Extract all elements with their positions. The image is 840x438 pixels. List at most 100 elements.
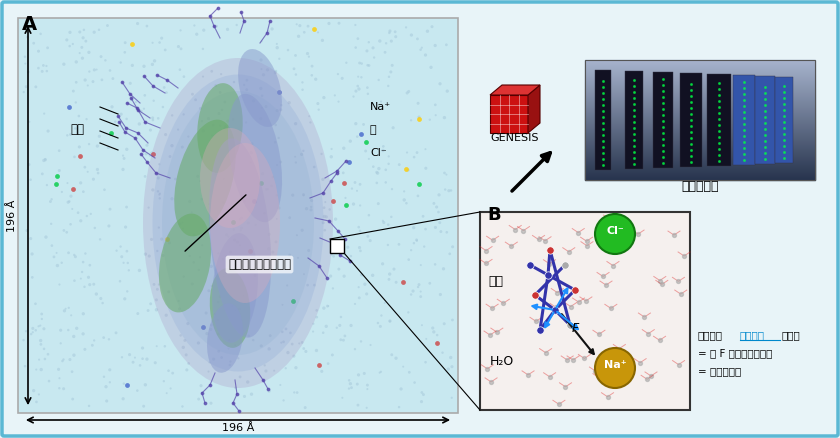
Point: [270, 67, 283, 74]
Point: [123, 80, 137, 87]
Point: [759, 89, 772, 96]
Point: [445, 363, 459, 370]
Point: [419, 226, 433, 233]
Point: [99, 383, 113, 390]
Point: [528, 292, 542, 299]
Point: [39, 156, 52, 163]
Point: [114, 59, 128, 66]
Point: [144, 127, 157, 134]
Point: [541, 272, 554, 279]
Point: [712, 92, 726, 99]
Point: [261, 66, 275, 73]
Polygon shape: [528, 85, 540, 133]
Point: [287, 389, 301, 396]
Point: [656, 135, 669, 142]
Point: [255, 104, 269, 111]
Point: [275, 339, 288, 346]
Point: [200, 330, 213, 337]
Point: [397, 196, 411, 203]
Point: [105, 103, 118, 110]
Point: [221, 26, 234, 33]
Point: [145, 61, 159, 68]
Point: [143, 253, 156, 260]
Point: [289, 52, 302, 59]
Point: [319, 323, 333, 330]
Point: [354, 247, 367, 254]
Point: [415, 321, 428, 328]
Point: [137, 63, 150, 70]
Point: [571, 229, 585, 236]
Point: [260, 186, 273, 193]
Point: [34, 341, 48, 348]
Point: [267, 367, 281, 374]
Point: [212, 250, 225, 257]
Point: [92, 133, 106, 140]
Point: [97, 334, 110, 341]
Point: [232, 141, 245, 148]
Point: [378, 300, 391, 307]
Point: [23, 118, 36, 125]
Point: [777, 113, 790, 120]
Point: [34, 366, 48, 373]
Point: [326, 351, 339, 358]
Point: [59, 305, 72, 312]
Point: [82, 141, 96, 148]
Point: [351, 402, 365, 409]
Point: [415, 44, 428, 51]
Point: [386, 124, 400, 131]
Point: [381, 82, 395, 89]
Point: [738, 114, 751, 121]
Point: [265, 182, 278, 189]
Point: [685, 117, 698, 124]
Point: [638, 314, 651, 321]
Point: [124, 95, 138, 102]
Point: [417, 213, 430, 220]
Point: [297, 147, 310, 154]
Point: [596, 78, 610, 85]
Point: [223, 262, 236, 269]
Point: [685, 110, 698, 117]
Point: [419, 336, 433, 343]
Point: [116, 166, 129, 173]
Point: [596, 84, 610, 91]
Point: [226, 219, 239, 226]
Point: [627, 155, 641, 162]
Ellipse shape: [210, 143, 280, 303]
Point: [145, 149, 159, 156]
Point: [66, 368, 79, 375]
Point: [353, 294, 366, 301]
Point: [777, 100, 790, 107]
Point: [18, 363, 32, 370]
Point: [685, 99, 698, 106]
Point: [596, 138, 610, 145]
Point: [76, 310, 90, 317]
Point: [202, 115, 215, 122]
Point: [164, 385, 177, 392]
Point: [339, 202, 353, 209]
Point: [685, 81, 698, 88]
Point: [153, 195, 166, 202]
Point: [232, 355, 245, 362]
Point: [23, 161, 36, 168]
Point: [337, 145, 350, 152]
Point: [627, 100, 641, 107]
Point: [338, 273, 351, 280]
Point: [283, 251, 297, 258]
Point: [106, 75, 119, 82]
Point: [360, 138, 373, 145]
Point: [104, 129, 118, 136]
Point: [407, 154, 421, 161]
Point: [344, 380, 357, 387]
Point: [78, 283, 92, 290]
Point: [562, 248, 575, 255]
Point: [414, 293, 428, 300]
Point: [777, 82, 790, 89]
Point: [411, 35, 424, 42]
Point: [260, 29, 274, 36]
Point: [759, 95, 772, 102]
Text: 原子間に: 原子間に: [698, 330, 723, 340]
Point: [382, 276, 396, 283]
Point: [289, 120, 302, 127]
Point: [318, 213, 331, 220]
Point: [212, 348, 225, 355]
